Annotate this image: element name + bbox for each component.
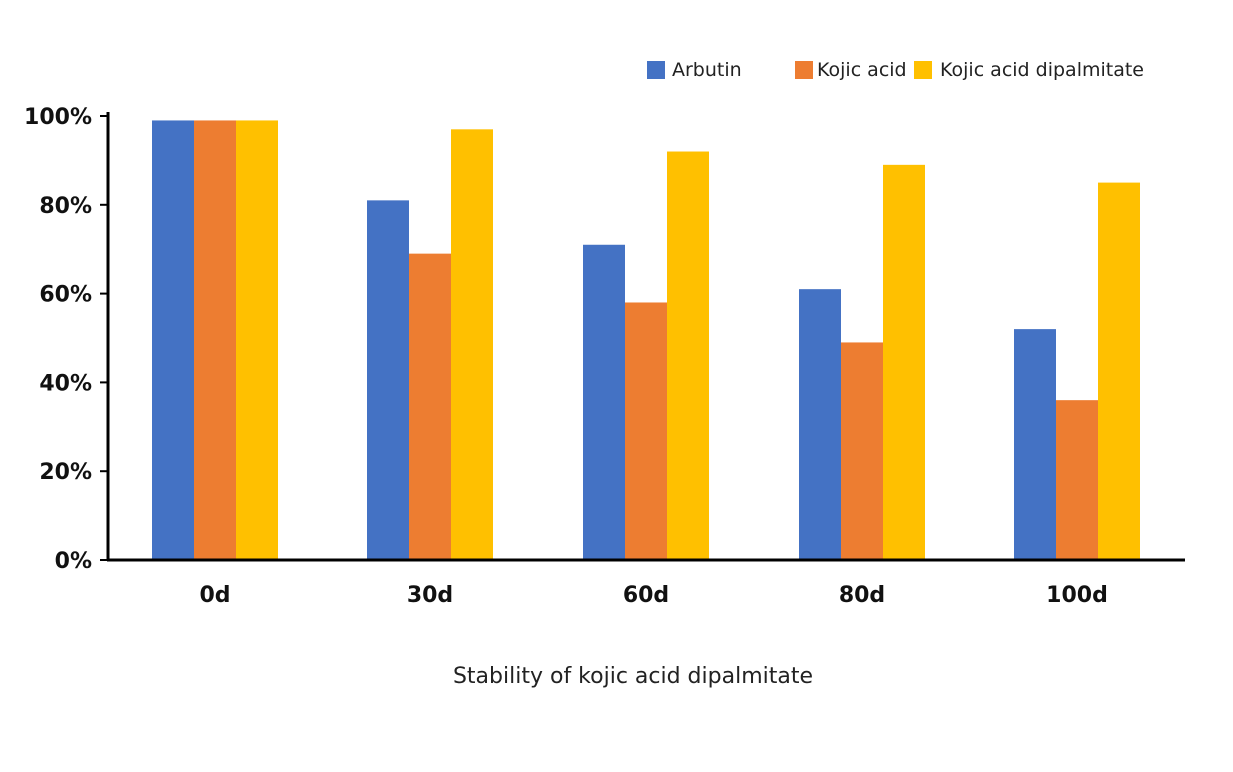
y-tick-label: 60% [39,283,92,308]
x-category-label: 30d [407,583,453,608]
y-tick-label: 0% [55,549,92,574]
legend: Arbutin Kojic acid Kojic acid dipalmitate [647,59,1144,81]
x-axis-title: Stability of kojic acid dipalmitate [453,664,813,689]
bar-arbutin-0d [152,120,194,560]
bar-kojic-acid-30d [409,253,451,560]
bar-kojic-acid-60d [625,302,667,560]
x-category-label: 100d [1046,583,1108,608]
bar-kojic-acid-dipalmitate-60d [667,151,709,560]
bar-arbutin-100d [1014,329,1056,560]
y-ticks-layer: 0% 20% 40% 60% 80% 100% [24,105,108,574]
bar-arbutin-80d [799,289,841,560]
y-tick-label: 20% [39,460,92,485]
legend-swatch-kojic-acid [795,61,813,79]
bar-kojic-acid-dipalmitate-100d [1098,182,1140,560]
bar-kojic-acid-100d [1056,400,1098,560]
legend-label-kojic-acid-dipalmitate: Kojic acid dipalmitate [940,59,1144,81]
bar-kojic-acid-0d [194,120,236,560]
bar-kojic-acid-dipalmitate-0d [236,120,278,560]
legend-label-arbutin: Arbutin [672,59,742,81]
x-category-label: 0d [199,583,230,608]
bar-arbutin-30d [367,200,409,561]
x-categories-layer: 0d 30d 60d 80d 100d [199,583,1107,608]
x-category-label: 80d [839,583,885,608]
bars-layer [152,120,1140,561]
bar-arbutin-60d [583,244,625,560]
y-tick-label: 80% [39,194,92,219]
bar-kojic-acid-dipalmitate-30d [451,129,493,560]
y-tick-label: 40% [39,371,92,396]
x-category-label: 60d [623,583,669,608]
y-tick-label: 100% [24,105,92,130]
legend-swatch-arbutin [647,61,665,79]
axes-layer [106,112,1185,562]
bar-kojic-acid-80d [841,342,883,560]
bar-kojic-acid-dipalmitate-80d [883,164,925,560]
legend-swatch-kojic-acid-dipalmitate [914,61,932,79]
legend-label-kojic-acid: Kojic acid [817,59,907,81]
